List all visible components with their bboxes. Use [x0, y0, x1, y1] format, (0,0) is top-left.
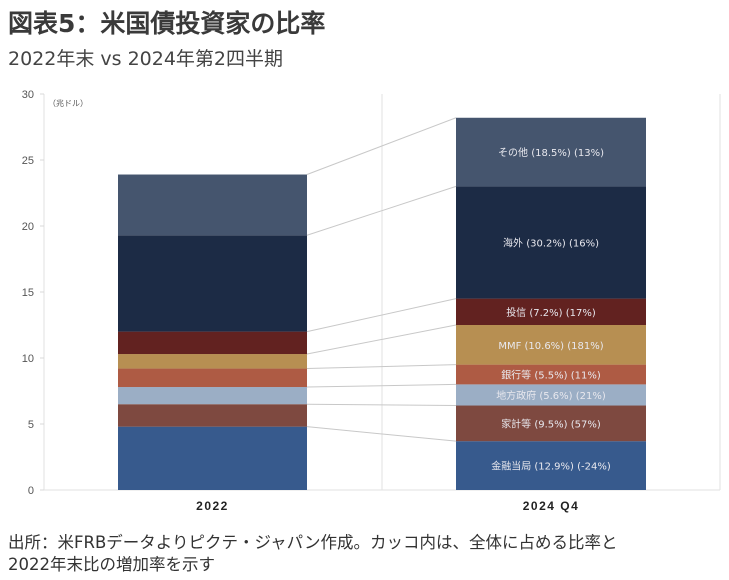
bar-segment: [118, 174, 307, 236]
bar-segment: [118, 235, 307, 332]
bars: 金融当局 (12.9%) (-24%) 家計等 (9.5%) (57%) 地方政府 …: [118, 117, 646, 490]
y-tick-label: 30: [22, 89, 34, 101]
connector-line: [306, 383, 457, 388]
connector-line: [306, 364, 457, 370]
bar-segment: [118, 426, 307, 490]
chart-subtitle: 2022年末 vs 2024年第2四半期: [8, 48, 284, 70]
connector-line: [306, 324, 457, 355]
segment-label: 銀行等 (5.5%) (11%): [501, 369, 601, 382]
connector-line: [306, 298, 457, 333]
bar-segment: [118, 368, 307, 388]
y-tick-label: 5: [28, 419, 34, 431]
footnote-line-2: 2022年末比の増加率を示す: [8, 555, 215, 574]
connector-line: [306, 185, 457, 236]
bar-segment: [456, 405, 646, 442]
segment-label: その他 (18.5%) (13%): [498, 146, 604, 159]
x-tick-label: 2022: [196, 499, 229, 513]
bar-segment: [456, 117, 646, 187]
bar-segment: [456, 186, 646, 299]
connector-line: [306, 426, 457, 442]
connector-line: [306, 403, 457, 407]
bar-segment: [118, 404, 307, 427]
y-tick-label: 0: [28, 485, 34, 497]
footnote-line-1: 出所：米FRBデータよりピクテ・ジャパン作成。カッコ内は、全体に占める比率と: [8, 533, 618, 552]
connector-lines: [306, 117, 457, 442]
y-axis-unit-label: （兆ドル）: [48, 98, 88, 108]
segment-label: 金融当局 (12.9%) (-24%): [491, 460, 611, 473]
segment-label: 家計等 (9.5%) (57%): [501, 417, 601, 430]
y-tick-label: 10: [22, 353, 34, 365]
segment-label: MMF (10.6%) (181%): [498, 341, 603, 352]
segment-label: 海外 (30.2%) (16%): [503, 237, 599, 250]
footnote: 出所：米FRBデータよりピクテ・ジャパン作成。カッコ内は、全体に占める比率と 2…: [8, 532, 723, 576]
y-axis: 0 5 10 15 20 25 30: [22, 89, 44, 497]
bar-segment: [456, 298, 646, 325]
y-tick-label: 15: [22, 287, 34, 299]
y-tick-label: 25: [22, 155, 34, 167]
x-tick-label: 2024 Q4: [523, 499, 580, 513]
segment-label: 地方政府 (5.6%) (21%): [496, 389, 606, 402]
chart-title: 図表5：米国債投資家の比率: [8, 9, 326, 38]
bar-segment: [456, 364, 646, 385]
bar-segment: [118, 387, 307, 405]
segment-label: 投信 (7.2%) (17%): [506, 306, 596, 319]
x-axis: 2022 2024 Q4: [196, 499, 580, 513]
y-tick-label: 20: [22, 221, 34, 233]
connector-line: [306, 117, 457, 175]
bar-segment: [456, 441, 646, 490]
bar-segment: [118, 331, 307, 355]
bar-segment: [456, 325, 646, 365]
bar-segment: [118, 354, 307, 369]
bar-segment: [456, 384, 646, 406]
